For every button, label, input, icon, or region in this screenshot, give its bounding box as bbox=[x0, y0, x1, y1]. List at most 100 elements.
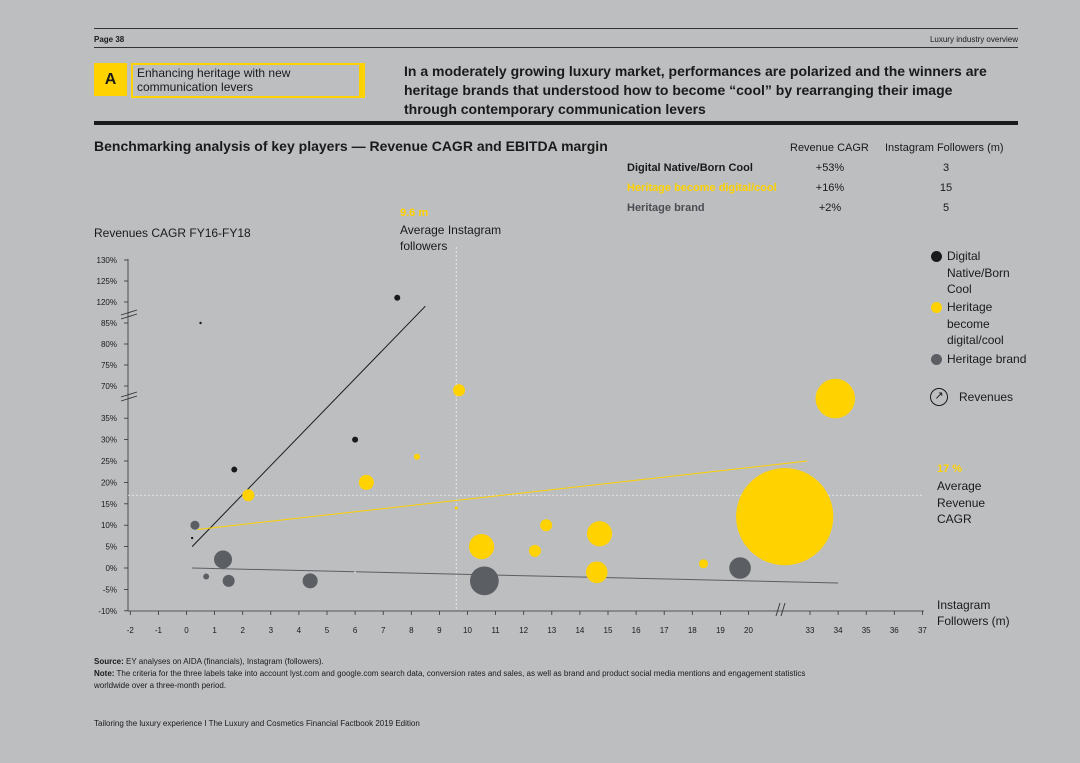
y-tick-label: 25% bbox=[101, 457, 117, 466]
legend-heritage-label: Heritage brand bbox=[947, 352, 1027, 366]
y-tick-label: 130% bbox=[97, 256, 117, 265]
x-tick-label: 6 bbox=[353, 626, 358, 635]
x-tick-label: 18 bbox=[688, 626, 697, 635]
y-tick-label: 120% bbox=[97, 298, 117, 307]
y-tick-label: -5% bbox=[103, 585, 117, 594]
x-tick-label: 17 bbox=[660, 626, 669, 635]
data-point bbox=[199, 321, 202, 325]
y-tick-label: 20% bbox=[101, 478, 117, 487]
y-axis-break bbox=[120, 391, 138, 398]
table-row-followers: 3 bbox=[942, 162, 950, 174]
source-label: Source: bbox=[94, 657, 124, 666]
x-tick-label: -1 bbox=[155, 626, 163, 635]
data-point bbox=[528, 544, 541, 557]
data-point bbox=[729, 557, 751, 579]
x-tick-label: 1 bbox=[212, 626, 217, 635]
headline: In a moderately growing luxury market, p… bbox=[404, 63, 987, 117]
source-note: Source: EY analyses on AIDA (financials)… bbox=[94, 656, 834, 692]
data-point bbox=[394, 294, 401, 301]
table-col-followers: Instagram Followers (m) bbox=[885, 142, 1004, 154]
x-tick-label: 14 bbox=[575, 626, 584, 635]
y-tick-label: 0% bbox=[105, 564, 117, 573]
publication-footer: Tailoring the luxury experience I The Lu… bbox=[94, 719, 420, 728]
x-tick-label: 33 bbox=[806, 626, 815, 635]
data-point bbox=[699, 559, 709, 569]
legend-heritage-cool-swatch bbox=[931, 302, 942, 313]
badge-text-box: Enhancing heritage with new communicatio… bbox=[131, 63, 365, 98]
y-tick-label: 85% bbox=[101, 319, 117, 328]
data-point bbox=[586, 521, 613, 547]
legend-digital-swatch bbox=[931, 251, 942, 262]
y-axis-break bbox=[120, 309, 138, 316]
x-axis-break bbox=[780, 602, 786, 617]
data-point bbox=[352, 436, 359, 443]
legend-heritage-swatch bbox=[931, 354, 942, 365]
trendline bbox=[191, 305, 426, 547]
y-tick-label: 15% bbox=[101, 500, 117, 509]
x-tick-label: 10 bbox=[463, 626, 472, 635]
x-tick-label: -2 bbox=[127, 626, 135, 635]
note-text: The criteria for the three labels take i… bbox=[94, 669, 806, 690]
table-row-followers: 5 bbox=[942, 202, 950, 214]
x-tick-label: 36 bbox=[890, 626, 899, 635]
data-point bbox=[736, 468, 834, 566]
y-tick-label: -10% bbox=[98, 607, 117, 616]
trendline bbox=[197, 460, 808, 530]
x-tick-label: 4 bbox=[297, 626, 302, 635]
top-rule bbox=[94, 28, 1018, 29]
data-point bbox=[231, 466, 238, 473]
data-point bbox=[469, 566, 499, 596]
data-point bbox=[815, 378, 856, 419]
x-tick-label: 5 bbox=[325, 626, 330, 635]
avg-followers-label: Average Instagram followers bbox=[400, 223, 502, 253]
avg-followers-value: 9.6 m bbox=[400, 207, 429, 219]
data-point bbox=[468, 534, 495, 560]
legend-digital-label: Digital Native/Born Cool bbox=[947, 249, 1010, 296]
y-tick-label: 70% bbox=[101, 382, 117, 391]
data-point bbox=[358, 474, 374, 490]
y-axis-break bbox=[120, 395, 138, 402]
x-tick-label: 0 bbox=[184, 626, 189, 635]
table-row-cagr: +2% bbox=[818, 202, 842, 214]
data-point bbox=[222, 574, 235, 587]
data-point bbox=[585, 561, 608, 584]
table-row-followers: 15 bbox=[939, 182, 953, 194]
data-point bbox=[214, 550, 233, 569]
data-point bbox=[302, 573, 318, 589]
data-point bbox=[540, 519, 553, 532]
table-row-label: Heritage brand bbox=[627, 202, 705, 214]
x-tick-label: 16 bbox=[632, 626, 641, 635]
section-badge: A bbox=[94, 63, 127, 96]
chart-title: Benchmarking analysis of key players — R… bbox=[94, 138, 608, 154]
x-axis-break bbox=[775, 602, 781, 617]
data-point bbox=[453, 384, 466, 397]
y-tick-label: 30% bbox=[101, 436, 117, 445]
headline-rule bbox=[94, 121, 1018, 125]
table-row-label: Digital Native/Born Cool bbox=[627, 162, 753, 174]
x-axis-title: Instagram Followers (m) bbox=[937, 598, 1010, 628]
data-point bbox=[190, 536, 194, 540]
table-row-label: Heritage become digital/cool bbox=[627, 182, 777, 194]
data-point bbox=[354, 571, 357, 574]
resize-arrows-icon: ↗ bbox=[930, 388, 948, 406]
x-tick-label: 19 bbox=[716, 626, 725, 635]
y-tick-label: 10% bbox=[101, 521, 117, 530]
table-row-cagr: +53% bbox=[815, 162, 845, 174]
source-text: EY analyses on AIDA (financials), Instag… bbox=[126, 657, 324, 666]
note-label: Note: bbox=[94, 669, 115, 678]
table-row-cagr: +16% bbox=[815, 182, 845, 194]
header-rule bbox=[94, 47, 1018, 48]
badge-text: Enhancing heritage with new communicatio… bbox=[137, 66, 291, 94]
avg-cagr-value: 17 % bbox=[937, 463, 963, 475]
x-tick-label: 11 bbox=[491, 626, 500, 635]
y-tick-label: 75% bbox=[101, 361, 117, 370]
legend-revenues-label: Revenues bbox=[959, 390, 1014, 404]
x-tick-label: 7 bbox=[381, 626, 386, 635]
trendline bbox=[192, 567, 839, 584]
x-tick-label: 35 bbox=[862, 626, 871, 635]
x-tick-label: 2 bbox=[240, 626, 245, 635]
y-tick-label: 5% bbox=[105, 543, 117, 552]
y-tick-label: 80% bbox=[101, 340, 117, 349]
y-tick-label: 125% bbox=[97, 277, 117, 286]
